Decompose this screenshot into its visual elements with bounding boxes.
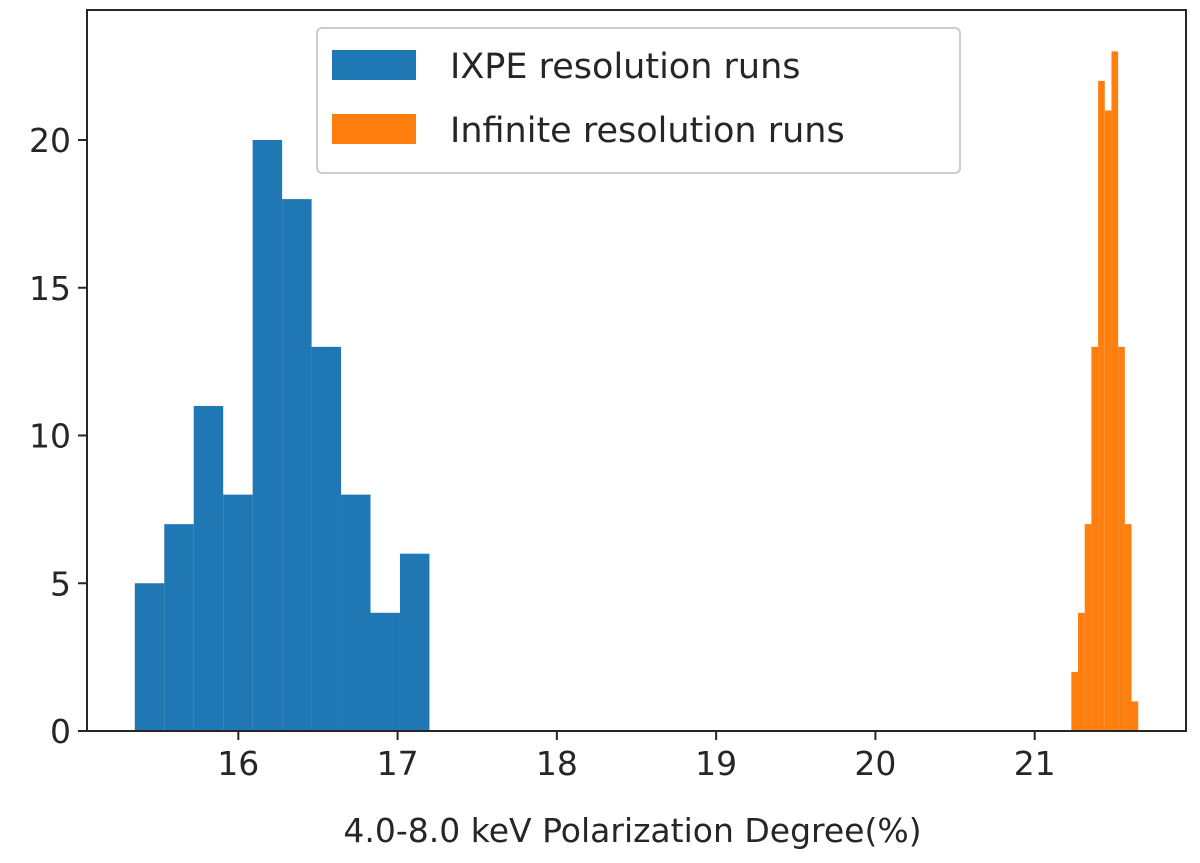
histogram-bar-infinite-2 [1084,524,1092,731]
histogram-bar-ixpe-5 [282,199,312,732]
histogram-bar-ixpe-7 [341,494,371,731]
histogram-bar-ixpe-2 [193,405,224,731]
histogram-bar-ixpe-0 [134,583,165,731]
histogram-bar-infinite-4 [1098,80,1105,732]
legend: IXPE resolution runs Infinite resolution… [316,27,961,174]
y-tick-label: 15 [29,269,71,308]
histogram-bar-ixpe-6 [311,346,342,731]
axes-frame [86,9,1187,732]
histogram-bar-infinite-3 [1091,346,1099,731]
legend-label-infinite: Infinite resolution runs [450,111,845,151]
histogram-bars [134,51,1139,732]
x-tick-label: 20 [854,744,896,783]
legend-swatch-ixpe [332,50,416,80]
histogram-bar-infinite-6 [1111,51,1119,732]
y-axis-ticks: 0 5 10 15 20 [29,121,87,751]
histogram-bar-infinite-0 [1071,671,1079,731]
x-tick-label: 18 [536,744,578,783]
x-tick-label: 17 [377,744,419,783]
x-tick-label: 16 [217,744,259,783]
histogram-bar-ixpe-1 [164,524,194,731]
histogram-bar-infinite-5 [1104,110,1112,732]
histogram-bar-infinite-9 [1131,701,1139,731]
legend-swatch-infinite [332,114,416,144]
histogram-bar-infinite-8 [1124,524,1132,731]
histogram-bar-ixpe-3 [223,494,253,731]
x-tick-label: 19 [695,744,737,783]
histogram-bar-ixpe-4 [252,140,283,731]
histogram-bar-ixpe-9 [399,553,430,731]
y-tick-label: 20 [29,121,71,160]
histogram-bar-infinite-1 [1078,612,1085,731]
histogram-bar-ixpe-8 [370,612,400,731]
y-tick-label: 5 [50,564,71,603]
y-tick-label: 0 [50,712,71,751]
x-axis-label: 4.0-8.0 keV Polarization Degree(%) [343,811,921,850]
legend-box [316,27,961,174]
x-tick-label: 21 [1014,744,1056,783]
legend-label-ixpe: IXPE resolution runs [450,47,801,87]
histogram-bar-infinite-7 [1118,346,1125,731]
y-tick-label: 10 [29,417,71,456]
x-axis-ticks: 16 17 18 19 20 21 [217,731,1056,783]
